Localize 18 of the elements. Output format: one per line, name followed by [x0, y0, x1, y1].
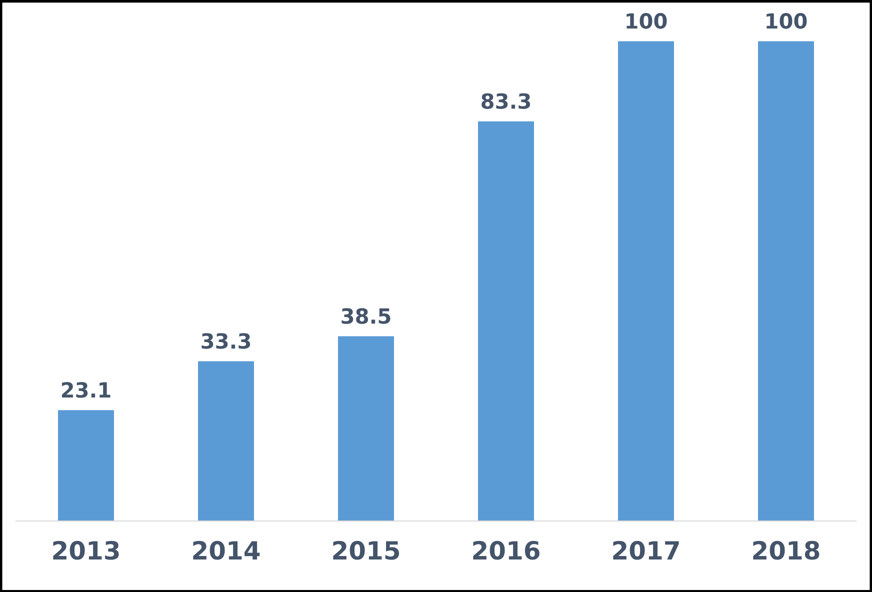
data-label: 23.1: [62, 382, 110, 398]
x-tick-label: 2014: [193, 540, 260, 560]
data-label: 100: [626, 13, 667, 29]
data-label: 38.5: [342, 308, 390, 324]
x-tick-label: 2015: [333, 540, 400, 560]
x-tick-label: 2016: [473, 540, 540, 560]
bar: [478, 121, 534, 521]
bar: [338, 336, 394, 521]
x-tick-label: 2018: [753, 540, 820, 560]
data-label: 100: [766, 13, 807, 29]
bar: [618, 41, 674, 521]
x-tick-label: 2017: [613, 540, 679, 560]
bar: [198, 361, 254, 521]
bar: [758, 41, 814, 521]
data-label: 83.3: [482, 93, 530, 109]
x-tick-label: 2013: [53, 540, 119, 560]
data-label: 33.3: [202, 333, 250, 349]
bar: [58, 410, 114, 521]
